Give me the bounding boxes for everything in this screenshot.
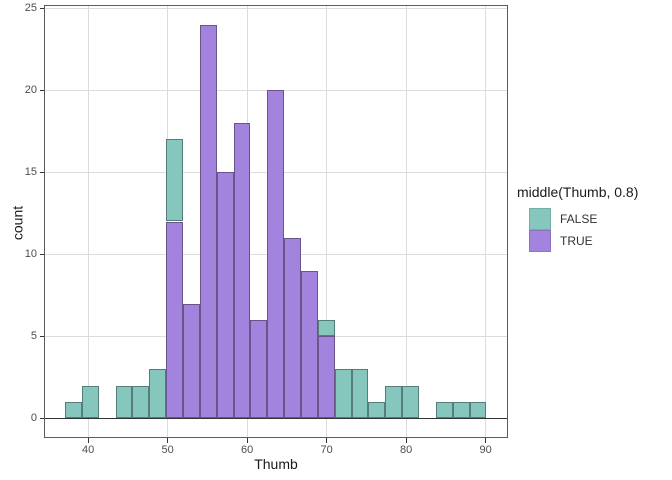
bar-segment-false [351, 369, 369, 419]
legend-entry-false: FALSE [529, 208, 638, 230]
bar-segment-true [301, 270, 318, 419]
bar-segment-false [385, 385, 403, 419]
x-tick-label-40: 40 [81, 444, 95, 456]
legend: middle(Thumb, 0.8) FALSE TRUE [517, 184, 638, 252]
y-tick-label-25: 25 [24, 2, 37, 15]
y-axis-title: count [9, 205, 26, 241]
y-tick-10 [39, 253, 44, 255]
bar-segment-true [267, 90, 285, 419]
x-tick-40 [87, 438, 89, 443]
y-tick-25 [39, 7, 44, 9]
bar-segment-false [317, 319, 335, 337]
y-tick-label-20: 20 [24, 84, 37, 97]
x-tick-label-80: 80 [400, 444, 413, 456]
bar-segment-true [183, 303, 200, 419]
bar-segment-true [284, 237, 302, 419]
bar-segment-true [216, 172, 234, 419]
x-tick-80 [405, 438, 407, 443]
bar-segment-false [166, 139, 184, 222]
legend-label-true: TRUE [560, 234, 593, 248]
bar-segment-true [250, 319, 268, 419]
x-tick-90 [485, 438, 487, 443]
y-tick-5 [39, 335, 44, 337]
gridline-x-80 [405, 5, 407, 438]
x-tick-label-60: 60 [241, 444, 254, 456]
bar-segment-false [435, 401, 453, 419]
y-tick-20 [39, 89, 44, 91]
y-tick-15 [39, 171, 44, 173]
bar-segment-false [132, 385, 150, 419]
bar-segment-false [81, 385, 99, 419]
legend-key-true [529, 230, 551, 252]
bar-segment-false [65, 401, 82, 419]
bar-segment-false [334, 369, 352, 419]
y-tick-label-5: 5 [30, 330, 37, 343]
x-tick-label-50: 50 [161, 444, 174, 456]
legend-label-false: FALSE [560, 212, 598, 226]
bar-segment-false [452, 401, 470, 419]
bar-segment-false [115, 385, 133, 419]
y-tick-label-0: 0 [30, 412, 37, 425]
bar-segment-false [368, 401, 386, 419]
gridline-y-25 [44, 7, 508, 9]
bar-segment-false [402, 385, 419, 419]
x-tick-label-90: 90 [479, 444, 492, 456]
legend-entry-true: TRUE [529, 230, 638, 252]
bar-segment-true [233, 123, 251, 419]
x-tick-label-70: 70 [320, 444, 333, 456]
gridline-x-40 [87, 5, 89, 438]
legend-title: middle(Thumb, 0.8) [517, 184, 639, 200]
y-tick-0 [39, 417, 44, 419]
bar-segment-false [149, 369, 167, 419]
bar-segment-true [317, 336, 335, 419]
bar-segment-true [166, 221, 184, 419]
y-tick-label-15: 15 [24, 166, 37, 179]
x-axis-title: Thumb [254, 456, 298, 472]
gridline-x-70 [326, 5, 328, 438]
legend-entries: FALSE TRUE [517, 208, 638, 252]
x-tick-60 [246, 438, 248, 443]
legend-key-false [529, 208, 551, 230]
x-tick-70 [326, 438, 328, 443]
y-tick-label-10: 10 [24, 248, 37, 261]
gridline-x-90 [485, 5, 487, 438]
zero-baseline [44, 417, 508, 419]
x-tick-50 [167, 438, 169, 443]
bar-segment-false [469, 401, 487, 419]
bar-segment-true [199, 24, 217, 419]
